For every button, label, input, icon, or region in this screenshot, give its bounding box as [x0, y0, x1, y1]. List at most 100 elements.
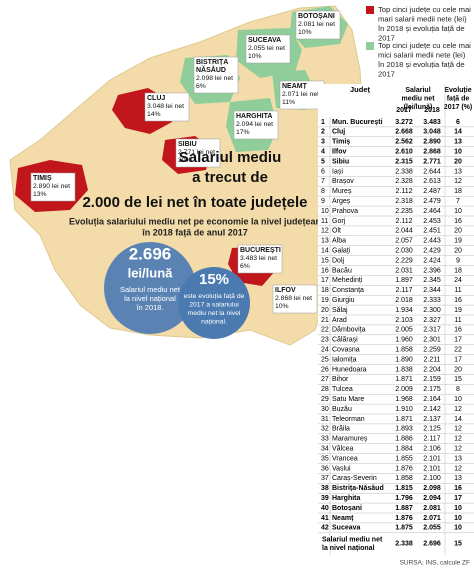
county-name: BOTOȘANI — [298, 13, 335, 20]
header-line: 2017 (%) — [444, 104, 472, 111]
county: Dâmbovița — [332, 327, 366, 334]
county-change: 17% — [236, 129, 250, 136]
change: 15 — [454, 376, 462, 383]
bubble-text: în 2018. — [135, 303, 163, 312]
change: 10 — [454, 396, 462, 403]
county: Giurgiu — [332, 297, 355, 304]
label-box — [175, 138, 221, 168]
rank: 8 — [321, 188, 325, 195]
county: Brăila — [332, 426, 350, 433]
salary-2017: 1.858 — [395, 346, 413, 353]
change: 20 — [454, 158, 462, 165]
change: 10 — [454, 515, 462, 522]
change: 16 — [454, 297, 462, 304]
county-change: 6% — [196, 83, 206, 90]
rank: 38 — [321, 485, 329, 492]
county: Gorj — [332, 218, 346, 225]
change: 12 — [454, 436, 462, 443]
county: Botoșani — [332, 505, 362, 512]
county: Suceava — [332, 525, 361, 532]
salary-2018: 2.055 — [423, 525, 441, 532]
county: Mehedinți — [332, 277, 363, 284]
texts: Top cinci județe cu cele mai mari salarii… — [69, 5, 471, 325]
label-box — [233, 110, 279, 140]
table-bg — [318, 84, 474, 556]
change: 13 — [454, 168, 462, 175]
change: 18 — [454, 188, 462, 195]
change: 9 — [456, 257, 460, 264]
header-year: 2018 — [424, 107, 440, 114]
change: 14 — [454, 416, 462, 423]
salary-2017: 2.610 — [395, 148, 413, 155]
label-box — [272, 284, 318, 314]
county: Satu Mare — [332, 396, 364, 403]
salary-2017: 1.875 — [395, 525, 413, 532]
bubble-text: este evoluția față de — [184, 293, 245, 300]
rank: 6 — [321, 168, 325, 175]
county: Ilfov — [332, 148, 346, 155]
change: 18 — [454, 267, 462, 274]
rank: 34 — [321, 445, 329, 452]
county-change: 10% — [275, 303, 289, 310]
change: 20 — [454, 366, 462, 373]
rank: 37 — [321, 475, 329, 482]
rank: 25 — [321, 356, 329, 363]
change: 13 — [454, 139, 462, 146]
change: 22 — [454, 346, 462, 353]
bubble-salary — [104, 242, 196, 334]
county-salary: 2.890 lei net — [33, 183, 70, 190]
salary-2017: 2.668 — [395, 129, 413, 136]
change: 17 — [454, 356, 462, 363]
change: 13 — [454, 475, 462, 482]
national-label: la nivel național — [322, 545, 375, 552]
county: Sălaj — [332, 307, 348, 314]
change: 16 — [454, 218, 462, 225]
change: 10 — [454, 148, 462, 155]
county-name: NEAMȚ — [282, 83, 308, 90]
national-label: Salariul mediu net — [322, 537, 383, 544]
change: 12 — [454, 445, 462, 452]
salary-2017: 1.796 — [395, 495, 413, 502]
county: Ialomița — [332, 356, 357, 363]
salary-2017: 1.886 — [395, 436, 413, 443]
legend-line: 2017 — [378, 34, 395, 43]
label-box — [237, 244, 283, 274]
county-name: SUCEAVA — [248, 37, 281, 44]
salary-2017: 2.235 — [395, 208, 413, 215]
change: 6 — [456, 119, 460, 126]
rank: 26 — [321, 366, 329, 373]
county-name: SIBIU — [178, 141, 197, 148]
rank: 29 — [321, 396, 329, 403]
county-change: 10% — [248, 53, 262, 60]
salary-2017: 2.030 — [395, 247, 413, 254]
salary-2018: 2.644 — [423, 168, 441, 175]
rank: 4 — [321, 148, 325, 155]
change: 10 — [454, 208, 462, 215]
county-change: 14% — [147, 111, 161, 118]
salary-2017: 1.890 — [395, 356, 413, 363]
rank: 31 — [321, 416, 329, 423]
label-box — [279, 80, 325, 110]
salary-2017: 2.103 — [395, 317, 413, 324]
county: Buzău — [332, 406, 352, 413]
salary-2017: 1.934 — [395, 307, 413, 314]
change: 20 — [454, 228, 462, 235]
name-part: BISTRIȚA — [196, 59, 228, 66]
salary-2018: 2.300 — [423, 307, 441, 314]
legend-text: Top cinci județe cu cele mai mari salarii… — [377, 5, 471, 43]
legend-line: în 2018 și evoluția față de — [377, 24, 465, 33]
salary-2017: 2.315 — [395, 158, 413, 165]
salary-2018: 2.164 — [423, 396, 441, 403]
change: 12 — [454, 465, 462, 472]
bubble-value: 15% — [199, 271, 229, 288]
rank: 5 — [321, 158, 325, 165]
salary-2017: 1.960 — [395, 337, 413, 344]
label-box — [30, 172, 76, 202]
rank: 14 — [321, 247, 329, 254]
national-2018: 2.696 — [423, 541, 441, 548]
salary-2017: 1.871 — [395, 376, 413, 383]
header-line: Evoluție — [444, 87, 471, 94]
salary-2018: 2.487 — [423, 188, 441, 195]
salary-2018: 2.094 — [423, 495, 441, 502]
